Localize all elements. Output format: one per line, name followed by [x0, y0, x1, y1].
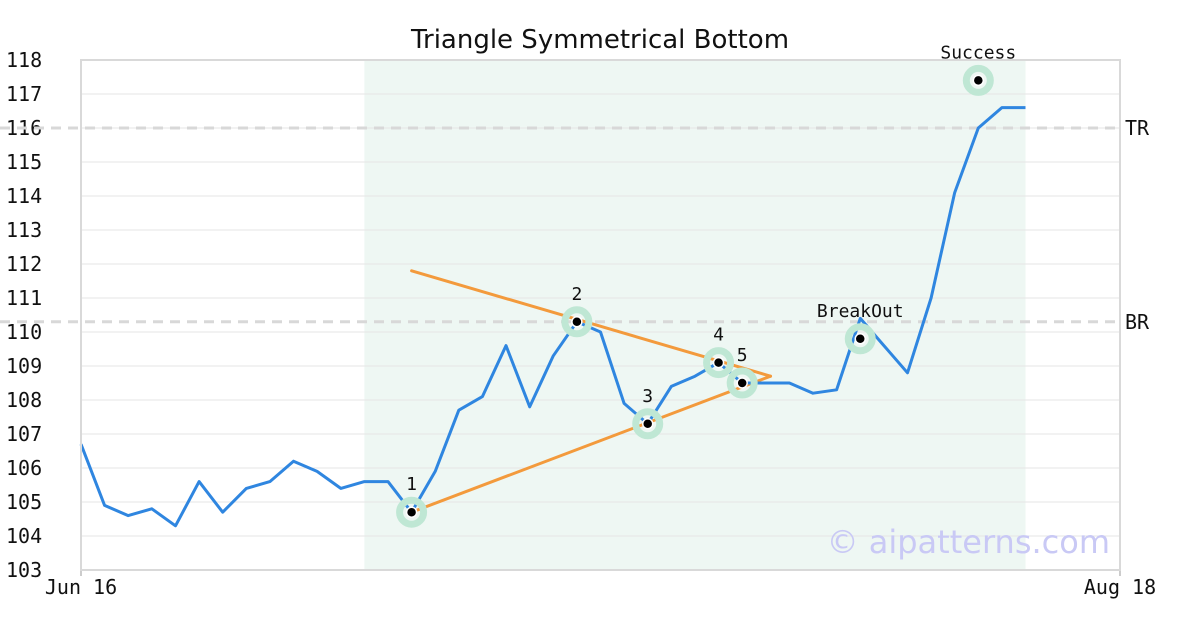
y-tick-label: 113 — [6, 218, 42, 242]
pattern-point-label: 2 — [571, 284, 582, 305]
pattern-point: Success — [940, 42, 1016, 96]
pattern-point-label: Success — [940, 42, 1016, 63]
y-axis-ticks: 103 104 105 106 107 108 109 110 111 112 113 114 115 1… — [6, 48, 42, 582]
pattern-point-ring — [726, 367, 758, 399]
pattern-point-dot — [972, 74, 985, 87]
y-tick-label: 103 — [6, 558, 42, 582]
pattern-point: 4 — [703, 325, 735, 379]
plot-frame — [80, 59, 1121, 571]
highlight-band — [364, 60, 1026, 570]
y-tick-label: 109 — [6, 354, 42, 378]
triangle-line — [410, 374, 773, 514]
y-tick-label: 117 — [6, 82, 42, 106]
y-tick-label: 105 — [6, 490, 42, 514]
x-axis-ticks: Jun 16 Aug 18 — [45, 570, 1156, 599]
pattern-point-ring — [962, 64, 994, 96]
y-tick-label: 111 — [6, 286, 42, 310]
y-tick-label: 115 — [6, 150, 42, 174]
watermark: © aipatterns.com — [827, 523, 1110, 561]
y-tick-label: 107 — [6, 422, 42, 446]
pattern-point-ring — [703, 347, 735, 379]
y-tick-label: 104 — [6, 524, 42, 548]
pattern-point-label: 3 — [642, 386, 653, 407]
y-tick-label: 108 — [6, 388, 42, 412]
pattern-point-ring — [632, 408, 664, 440]
pattern-point: 1 — [396, 474, 428, 528]
pattern-point-ring — [844, 323, 876, 355]
pattern-point-dot — [712, 356, 725, 369]
pattern-point: 3 — [632, 386, 664, 440]
pattern-point: 5 — [726, 345, 758, 399]
pattern-point: 2 — [561, 284, 593, 338]
pattern-point-dot — [571, 316, 583, 328]
pattern-point-dot — [405, 506, 418, 518]
reference-line-label: BR — [1125, 310, 1150, 334]
y-tick-label: 118 — [6, 48, 42, 72]
pattern-point-label: 5 — [737, 345, 748, 366]
x-tick-label: Aug 18 — [1084, 575, 1156, 599]
pattern-point-dot — [854, 333, 866, 345]
y-tick-label: 106 — [6, 456, 42, 480]
y-tick-label: 114 — [6, 184, 42, 208]
pattern-points: 1 2 3 45 BreakOut Success — [396, 42, 1016, 528]
pattern-point-label: 1 — [406, 474, 417, 495]
pattern-point: BreakOut — [817, 301, 904, 355]
reference-lines: TR BR — [0, 116, 1150, 334]
pattern-point-label: 4 — [713, 325, 724, 346]
pattern-point-label: BreakOut — [817, 301, 904, 322]
y-tick-label: 110 — [6, 320, 42, 344]
pattern-point-ring — [561, 306, 593, 338]
chart-title: Triangle Symmetrical Bottom — [410, 25, 789, 55]
reference-line-label: TR — [1125, 116, 1150, 140]
pattern-point-ring — [396, 496, 428, 528]
pattern-point-dot — [736, 377, 748, 389]
y-tick-label: 112 — [6, 252, 42, 276]
pattern-point-dot — [641, 418, 654, 430]
x-tick-label: Jun 16 — [45, 575, 117, 599]
